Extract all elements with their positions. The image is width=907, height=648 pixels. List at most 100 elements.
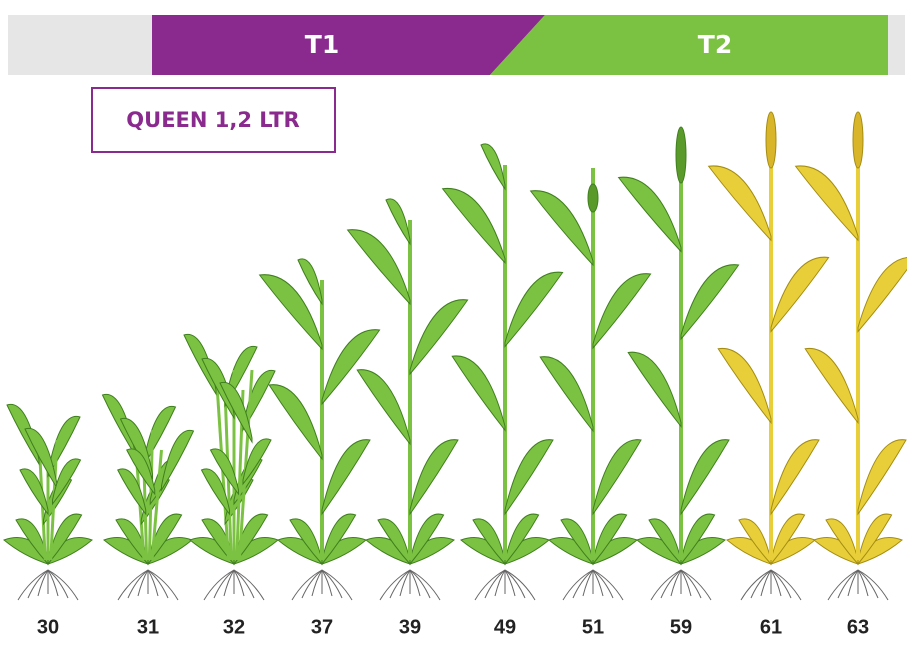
- plants: [4, 112, 907, 600]
- t1-segment: [152, 15, 545, 75]
- leaf: [628, 352, 681, 426]
- ear: [853, 112, 863, 168]
- root: [410, 570, 420, 596]
- root: [234, 570, 244, 596]
- root: [48, 570, 68, 598]
- root: [771, 570, 791, 598]
- root: [390, 570, 410, 598]
- root: [214, 570, 234, 598]
- root: [505, 570, 515, 596]
- plant: [619, 127, 739, 600]
- leaf: [322, 330, 380, 404]
- root: [485, 570, 505, 598]
- stage-label: 59: [670, 616, 692, 638]
- plant: [184, 334, 278, 600]
- leaf: [681, 440, 729, 514]
- plant: [103, 394, 194, 600]
- plant: [531, 168, 651, 600]
- leaf: [709, 166, 771, 240]
- stage-label: 51: [582, 616, 604, 638]
- root: [224, 570, 234, 596]
- leaf: [357, 370, 410, 444]
- stage-label: 37: [311, 616, 333, 638]
- root: [148, 570, 168, 598]
- leaf: [269, 385, 322, 459]
- leaf: [718, 348, 771, 422]
- root: [751, 570, 771, 598]
- leaf: [298, 259, 322, 304]
- root: [583, 570, 593, 596]
- t2-segment: [490, 15, 888, 75]
- root: [28, 570, 48, 598]
- root: [681, 570, 701, 598]
- root: [661, 570, 681, 598]
- stage-label: 61: [760, 616, 782, 638]
- leaf: [619, 177, 681, 251]
- plant: [260, 259, 380, 600]
- root: [312, 570, 322, 596]
- root: [671, 570, 681, 596]
- plant: [796, 112, 907, 600]
- t1-label: T1: [305, 30, 339, 59]
- treatment-label: QUEEN 1,2 LTR: [126, 108, 299, 132]
- root: [495, 570, 505, 596]
- leaf: [796, 166, 858, 240]
- plant: [4, 404, 92, 600]
- root: [761, 570, 771, 596]
- leaf: [771, 440, 819, 514]
- root: [573, 570, 593, 598]
- plant: [348, 199, 468, 600]
- root: [593, 570, 613, 598]
- root: [400, 570, 410, 596]
- root: [128, 570, 148, 598]
- leaf: [386, 199, 410, 244]
- leaf: [410, 440, 458, 514]
- t2-label: T2: [698, 30, 732, 59]
- leaf: [348, 230, 410, 304]
- root: [771, 570, 781, 596]
- leaf: [452, 356, 505, 430]
- root: [38, 570, 48, 596]
- leaf: [858, 440, 906, 514]
- root: [234, 570, 254, 598]
- stage-label: 30: [37, 616, 59, 638]
- leaf: [20, 469, 48, 514]
- leaf: [593, 440, 641, 514]
- root: [848, 570, 858, 596]
- root: [858, 570, 868, 596]
- page: T1 T2 QUEEN 1,2 LTR 30313237394951596163: [0, 0, 907, 648]
- root: [322, 570, 332, 596]
- stage-label: 49: [494, 616, 516, 638]
- root: [302, 570, 322, 598]
- ear: [766, 112, 776, 168]
- leaf: [162, 430, 194, 490]
- leaf: [771, 257, 829, 331]
- root: [138, 570, 148, 596]
- leaf: [443, 188, 505, 262]
- root: [858, 570, 878, 598]
- root: [593, 570, 603, 596]
- leaf: [805, 348, 858, 422]
- stage-label: 31: [137, 616, 159, 638]
- stage-label: 32: [223, 616, 245, 638]
- leaf: [858, 257, 907, 331]
- stage-label: 63: [847, 616, 869, 638]
- root: [148, 570, 158, 596]
- root: [322, 570, 342, 598]
- plant: [443, 144, 563, 600]
- leaf: [481, 144, 505, 189]
- leaf: [681, 265, 739, 339]
- root: [681, 570, 691, 596]
- root: [838, 570, 858, 598]
- ear: [676, 127, 686, 183]
- root: [505, 570, 525, 598]
- leaf: [505, 272, 563, 346]
- root: [48, 570, 58, 596]
- leaf: [593, 274, 651, 348]
- leaf: [322, 440, 370, 514]
- diagram: T1 T2 QUEEN 1,2 LTR 30313237394951596163: [0, 0, 907, 648]
- leaf: [540, 357, 593, 431]
- leaf: [505, 440, 553, 514]
- root: [410, 570, 430, 598]
